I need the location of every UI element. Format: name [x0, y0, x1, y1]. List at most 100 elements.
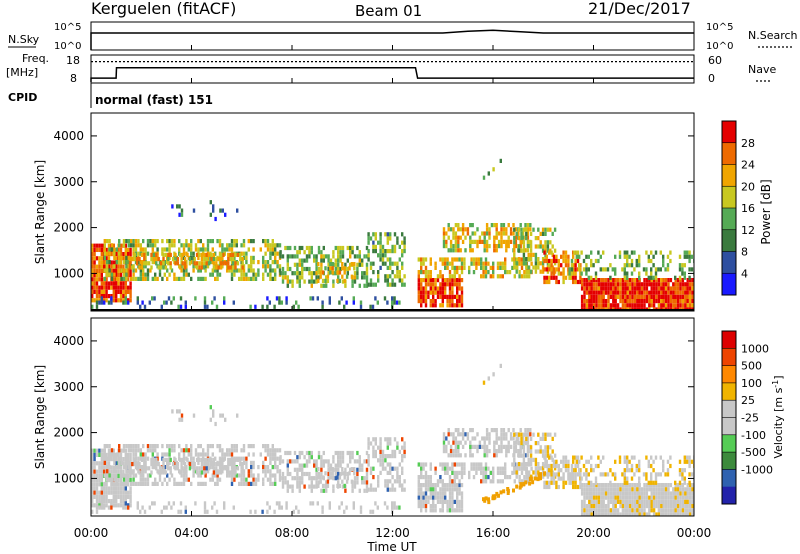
power-cell: [456, 286, 459, 291]
velocity-cell: [664, 483, 668, 488]
velocity-cell: [227, 470, 230, 475]
velocity-cell: [609, 495, 613, 500]
velocity-cell: [204, 473, 207, 478]
power-cell: [235, 243, 238, 248]
velocity-cell: [628, 483, 632, 488]
velocity-cell: [592, 504, 596, 509]
velocity-cell: [151, 448, 154, 453]
power-cell: [98, 294, 101, 299]
velocity-cell: [365, 450, 369, 456]
velocity-cell: [621, 472, 624, 477]
velocity-cell: [442, 449, 446, 454]
velocity-cell: [519, 428, 522, 433]
power-cell: [344, 283, 347, 288]
power-cell: [139, 272, 142, 277]
power-cell: [550, 258, 553, 264]
power-cell: [284, 271, 287, 276]
power-cell: [184, 300, 187, 305]
power-cell: [250, 239, 253, 244]
velocity-cell: [106, 456, 109, 461]
power-cell: [367, 232, 370, 237]
velocity-cell: [434, 483, 437, 488]
velocity-cell: [451, 470, 454, 475]
power-cell: [612, 290, 615, 295]
power-cell: [607, 303, 610, 308]
velocity-cell: [422, 504, 425, 509]
power-cell: [635, 263, 638, 268]
velocity-cell: [250, 465, 253, 470]
velocity-cell: [301, 450, 304, 456]
velocity-cell: [543, 471, 546, 476]
velocity-cell: [488, 440, 491, 445]
power-cell: [453, 282, 456, 287]
power-cell: [264, 264, 267, 269]
velocity-cell: [645, 483, 649, 488]
power-cell: [140, 261, 144, 266]
velocity-cell: [626, 463, 629, 469]
velocity-cell: [446, 466, 449, 471]
power-cell: [122, 239, 126, 244]
power-cell: [434, 261, 437, 266]
power-cell: [485, 244, 489, 249]
velocity-cell: [398, 449, 401, 454]
power-cell: [495, 244, 498, 249]
velocity-cell: [487, 500, 491, 505]
power-cell: [159, 261, 163, 266]
velocity-cell: [513, 441, 516, 446]
power-cell: [619, 290, 622, 295]
power-cell: [98, 300, 101, 305]
velocity-cell: [647, 459, 650, 464]
velocity-cell: [389, 454, 392, 459]
power-cell: [217, 257, 220, 262]
power-cell: [291, 279, 294, 284]
velocity-cell: [187, 477, 190, 482]
velocity-cell: [633, 508, 637, 513]
power-cell: [137, 276, 140, 281]
velocity-cell: [444, 466, 447, 471]
velocity-cell: [525, 466, 528, 471]
power-cell: [178, 212, 181, 217]
power-cell: [588, 294, 591, 299]
velocity-cell: [190, 444, 193, 449]
velocity-cell: [420, 475, 423, 480]
velocity-cell: [526, 436, 530, 441]
velocity-cell: [95, 503, 99, 508]
power-cell: [403, 240, 406, 245]
power-cell: [567, 258, 570, 264]
velocity-cell: [541, 449, 545, 454]
velocity-cell: [640, 508, 644, 513]
power-cell: [142, 276, 145, 281]
velocity-cell: [240, 473, 243, 478]
power-cell: [588, 278, 591, 283]
power-cell: [442, 227, 446, 232]
velocity-cell: [590, 495, 593, 500]
power-cell: [200, 257, 204, 262]
velocity-cell: [597, 512, 601, 516]
velocity-cell: [93, 486, 96, 491]
velocity-cell: [269, 473, 272, 478]
power-cell: [367, 240, 370, 245]
velocity-cell: [221, 413, 224, 418]
power-cell: [482, 175, 486, 180]
velocity-cell: [401, 458, 404, 463]
velocity-cell: [403, 487, 406, 492]
power-cell: [341, 262, 344, 267]
velocity-cell: [638, 476, 641, 481]
time-tick-label: 04:00: [174, 526, 209, 540]
power-cell: [128, 257, 132, 262]
velocity-cell: [513, 445, 516, 450]
velocity-cell: [229, 457, 232, 462]
velocity-cell: [684, 495, 687, 500]
velocity-cell: [100, 473, 103, 478]
power-cell: [460, 257, 464, 262]
power-cell: [655, 286, 658, 291]
velocity-cell: [155, 466, 158, 471]
power-cell: [180, 208, 184, 213]
velocity-cell: [609, 512, 613, 516]
power-cell: [493, 223, 496, 228]
velocity-cell: [674, 483, 677, 488]
velocity-cell: [502, 428, 506, 433]
velocity-cell: [144, 469, 147, 474]
power-cell: [103, 285, 106, 290]
velocity-cell: [624, 504, 627, 509]
